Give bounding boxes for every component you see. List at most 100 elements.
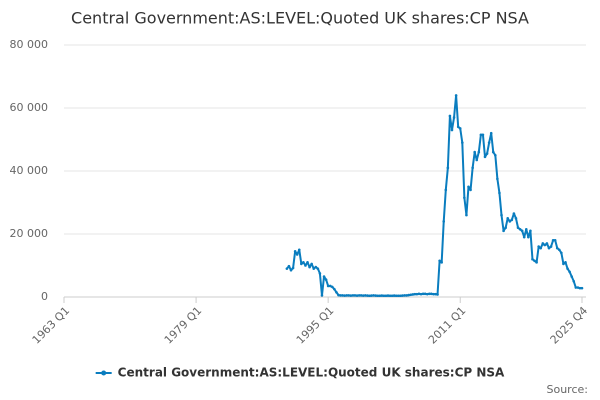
- data-point: [444, 188, 448, 192]
- data-point: [370, 294, 373, 297]
- data-point: [508, 220, 512, 223]
- data-point: [514, 216, 518, 220]
- data-point: [498, 191, 501, 195]
- data-point: [467, 185, 470, 189]
- data-point: [566, 267, 569, 270]
- data-point: [479, 133, 483, 137]
- data-point: [386, 294, 390, 297]
- data-point: [465, 213, 468, 217]
- data-point: [574, 286, 578, 289]
- data-point: [316, 267, 320, 270]
- data-point: [335, 290, 338, 294]
- data-point: [388, 294, 392, 298]
- data-point: [378, 294, 382, 298]
- data-point: [434, 292, 437, 296]
- data-point: [384, 294, 388, 298]
- data-point: [471, 166, 474, 170]
- data-point: [568, 270, 571, 274]
- data-point: [527, 235, 530, 239]
- data-point: [326, 284, 330, 288]
- data-point: [430, 292, 433, 296]
- data-point: [560, 251, 563, 255]
- data-point: [477, 150, 481, 154]
- data-point: [302, 261, 305, 264]
- data-point: [392, 294, 396, 297]
- data-point: [564, 261, 567, 264]
- data-point: [491, 150, 495, 154]
- data-point: [407, 293, 410, 297]
- data-point: [432, 292, 435, 296]
- data-point: [481, 133, 485, 137]
- data-point: [330, 285, 334, 289]
- data-point: [397, 294, 400, 298]
- data-point: [551, 239, 555, 242]
- data-point: [522, 235, 526, 239]
- data-point: [516, 226, 520, 229]
- data-point: [502, 229, 505, 233]
- data-point: [374, 294, 377, 297]
- data-point: [293, 250, 297, 253]
- data-point: [562, 262, 565, 266]
- x-tick-label: 1963 Q1: [30, 304, 73, 347]
- data-point: [458, 127, 462, 130]
- data-point: [545, 242, 549, 245]
- data-point: [368, 294, 371, 298]
- data-point: [489, 131, 493, 135]
- y-tick-label: 20 000: [10, 227, 49, 240]
- data-point: [539, 246, 543, 250]
- data-point: [364, 294, 367, 297]
- data-point: [405, 294, 408, 297]
- x-tick-label: 2025 Q4: [548, 304, 591, 347]
- data-point: [359, 294, 363, 297]
- data-point: [366, 294, 369, 297]
- data-point: [300, 262, 303, 266]
- data-point: [308, 265, 311, 269]
- data-point: [322, 275, 326, 278]
- data-point: [549, 245, 553, 248]
- data-point: [485, 152, 489, 155]
- data-point: [421, 292, 425, 296]
- data-point: [341, 294, 344, 297]
- legend-label: Central Government:AS:LEVEL:Quoted UK sh…: [118, 366, 505, 380]
- data-point: [580, 286, 584, 290]
- data-point: [473, 150, 476, 154]
- data-point: [487, 141, 491, 144]
- data-point: [355, 294, 359, 297]
- data-point: [425, 292, 429, 296]
- data-point: [572, 279, 576, 283]
- data-point: [506, 216, 510, 220]
- data-point: [496, 177, 499, 181]
- x-tick-label: 2011 Q1: [426, 304, 469, 347]
- data-point: [399, 294, 402, 298]
- data-point: [504, 226, 507, 229]
- data-point: [291, 266, 295, 270]
- data-point: [351, 294, 355, 297]
- data-point: [531, 257, 534, 261]
- data-point: [403, 294, 406, 297]
- data-point: [337, 293, 340, 297]
- data-point: [442, 220, 446, 223]
- y-tick-label: 0: [41, 290, 48, 303]
- data-point: [289, 268, 293, 272]
- data-point: [357, 294, 361, 297]
- y-tick-label: 40 000: [10, 164, 49, 177]
- data-point: [415, 292, 419, 296]
- data-point: [419, 292, 423, 296]
- data-point: [450, 128, 454, 132]
- data-point: [438, 259, 441, 263]
- y-tick-label: 80 000: [10, 38, 49, 51]
- data-point: [324, 278, 328, 281]
- data-point: [452, 116, 456, 119]
- data-point: [372, 294, 375, 297]
- data-point: [411, 293, 415, 296]
- data-point: [417, 292, 421, 296]
- data-point: [401, 294, 404, 297]
- chart-title: Central Government:AS:LEVEL:Quoted UK sh…: [71, 9, 529, 28]
- data-point: [578, 286, 582, 290]
- data-point: [343, 294, 346, 297]
- data-point: [318, 272, 322, 275]
- data-point: [427, 292, 431, 296]
- data-point: [510, 218, 514, 222]
- data-point: [529, 229, 532, 233]
- data-point: [543, 243, 547, 247]
